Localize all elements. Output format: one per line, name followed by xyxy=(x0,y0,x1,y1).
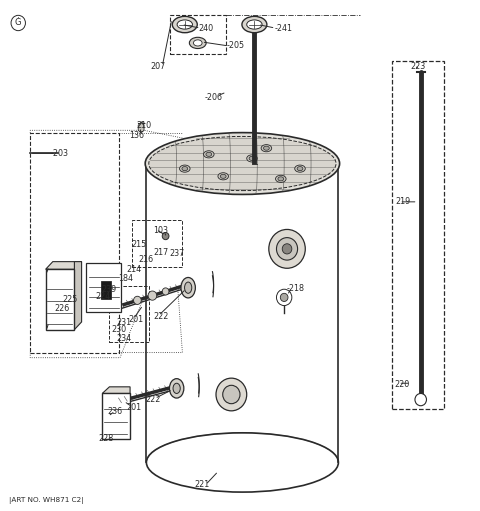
Ellipse shape xyxy=(184,282,192,293)
Ellipse shape xyxy=(261,145,272,152)
Circle shape xyxy=(276,238,298,260)
Text: 237: 237 xyxy=(169,249,184,258)
Bar xyxy=(101,281,111,299)
Text: -241: -241 xyxy=(274,24,292,33)
Text: 103: 103 xyxy=(153,226,168,236)
Ellipse shape xyxy=(181,277,195,298)
Text: Ġ: Ġ xyxy=(15,18,22,28)
Text: 219: 219 xyxy=(396,197,411,206)
Text: 210: 210 xyxy=(136,121,152,130)
Ellipse shape xyxy=(193,40,202,46)
Text: -218: -218 xyxy=(287,284,305,293)
Text: 136: 136 xyxy=(129,131,144,140)
Text: 228: 228 xyxy=(98,434,113,443)
Ellipse shape xyxy=(297,167,303,171)
Bar xyxy=(170,15,226,54)
Circle shape xyxy=(415,393,426,406)
Bar xyxy=(86,263,121,312)
Text: |ART NO. WH871 C2|: |ART NO. WH871 C2| xyxy=(9,497,83,504)
Ellipse shape xyxy=(249,156,255,160)
Polygon shape xyxy=(74,262,82,330)
Text: 221: 221 xyxy=(194,480,209,490)
Ellipse shape xyxy=(149,136,336,191)
Ellipse shape xyxy=(247,20,262,29)
Ellipse shape xyxy=(173,383,180,393)
Ellipse shape xyxy=(145,132,340,194)
Text: 236: 236 xyxy=(108,407,123,416)
Bar xyxy=(392,61,444,409)
Text: 226: 226 xyxy=(55,304,70,313)
Text: 234: 234 xyxy=(116,334,132,343)
Ellipse shape xyxy=(206,152,212,156)
Polygon shape xyxy=(138,123,144,133)
Bar xyxy=(146,164,338,462)
Circle shape xyxy=(148,291,156,300)
Text: 184: 184 xyxy=(118,274,133,283)
Circle shape xyxy=(280,293,288,301)
Text: 222: 222 xyxy=(145,395,160,404)
Circle shape xyxy=(162,288,169,295)
Text: 225: 225 xyxy=(62,295,77,305)
Text: 231: 231 xyxy=(116,318,132,328)
Text: -205: -205 xyxy=(226,41,244,51)
Text: 223: 223 xyxy=(410,62,425,71)
Circle shape xyxy=(162,233,169,240)
Bar xyxy=(46,269,74,330)
Bar xyxy=(102,393,130,439)
Ellipse shape xyxy=(180,165,190,172)
Circle shape xyxy=(276,289,292,306)
Ellipse shape xyxy=(177,20,192,29)
Ellipse shape xyxy=(182,167,188,171)
Text: 215: 215 xyxy=(132,240,147,249)
Text: 240: 240 xyxy=(199,24,214,33)
Ellipse shape xyxy=(264,146,269,150)
Ellipse shape xyxy=(204,151,214,158)
Bar xyxy=(30,133,119,353)
Text: 201: 201 xyxy=(129,315,144,324)
Ellipse shape xyxy=(146,433,338,492)
Bar xyxy=(109,286,149,342)
Ellipse shape xyxy=(169,379,184,398)
Text: 201: 201 xyxy=(126,403,141,412)
Text: 220: 220 xyxy=(395,380,410,389)
Text: 222: 222 xyxy=(154,312,169,321)
Polygon shape xyxy=(46,262,82,269)
Ellipse shape xyxy=(242,16,267,33)
Text: -203: -203 xyxy=(51,149,69,158)
Text: 216: 216 xyxy=(139,255,154,264)
Ellipse shape xyxy=(172,16,197,33)
Text: 217: 217 xyxy=(154,248,169,258)
Text: 230: 230 xyxy=(111,325,127,334)
Ellipse shape xyxy=(276,175,286,182)
Text: 207: 207 xyxy=(151,62,166,71)
Text: 224: 224 xyxy=(96,292,111,301)
Circle shape xyxy=(216,378,247,411)
Ellipse shape xyxy=(247,155,257,162)
Circle shape xyxy=(133,296,141,305)
Ellipse shape xyxy=(189,37,206,49)
Text: 214: 214 xyxy=(126,265,141,274)
Text: -206: -206 xyxy=(204,92,223,102)
Circle shape xyxy=(223,385,240,404)
Ellipse shape xyxy=(218,173,228,180)
Ellipse shape xyxy=(278,177,284,181)
Circle shape xyxy=(282,244,292,254)
Ellipse shape xyxy=(220,174,226,178)
Ellipse shape xyxy=(295,165,305,172)
Bar xyxy=(132,220,182,267)
Circle shape xyxy=(269,229,305,268)
Polygon shape xyxy=(102,387,130,393)
Text: 239: 239 xyxy=(101,285,117,294)
